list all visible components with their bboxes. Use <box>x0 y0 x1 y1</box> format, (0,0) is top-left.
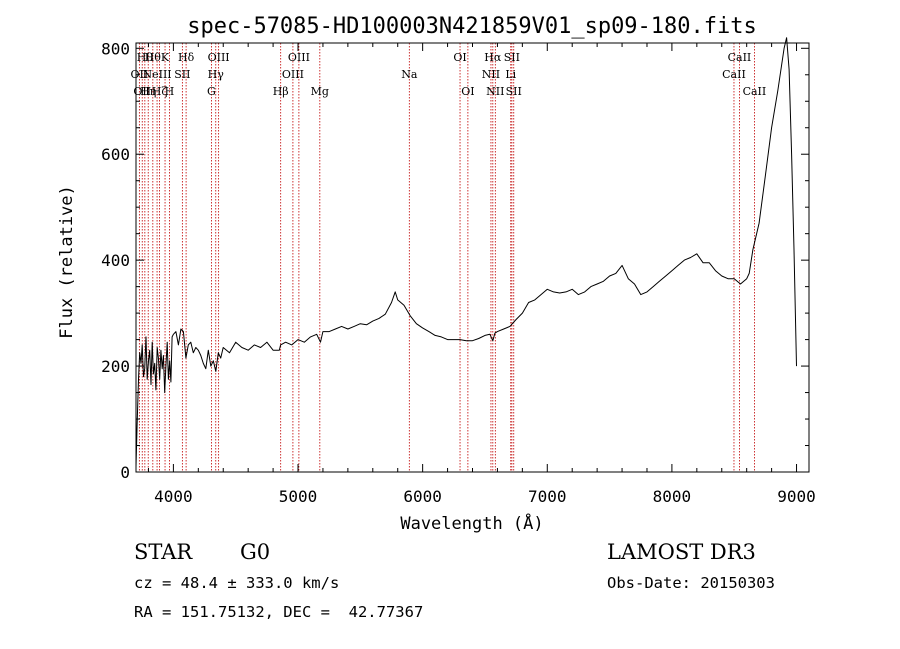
line-label-24: Li <box>505 68 516 81</box>
y-tick-label-2: 400 <box>101 251 130 270</box>
x-tick-label-1: 5000 <box>279 487 318 506</box>
x-tick-label-0: 4000 <box>154 487 193 506</box>
y-tick-label-3: 600 <box>101 145 130 164</box>
survey-name: LAMOST DR3 <box>607 540 756 564</box>
line-label-18: Na <box>401 68 418 81</box>
line-label-10: Hδ <box>178 51 195 64</box>
axis-layer: 4000 5000 6000 7000 8000 9000 0 200 400 600 800 <box>101 39 816 506</box>
line-marker-layer <box>138 43 755 472</box>
y-axis-label: Flux (relative) <box>57 185 77 339</box>
line-label-layer: OIIOIIHθHηHθNeIIIHζKHSIIHδGHγOIIIHβOIIIO… <box>131 51 767 98</box>
line-label-23: NII <box>486 85 504 98</box>
line-label-14: Hβ <box>273 85 289 98</box>
obs-date: Obs-Date: 20150303 <box>607 574 775 592</box>
subclass: G0 <box>240 540 271 564</box>
line-label-21: NII <box>482 68 500 81</box>
chart-title: spec-57085-HD100003N421859V01_sp09-180.f… <box>187 14 757 39</box>
x-tick-label-2: 6000 <box>403 487 442 506</box>
line-label-19: OI <box>453 51 466 64</box>
line-label-17: Mg <box>311 85 329 98</box>
line-label-7: K <box>161 51 170 64</box>
x-tick-label-3: 7000 <box>528 487 567 506</box>
redshift-value: cz = 48.4 ± 333.0 km/s <box>134 574 340 592</box>
line-label-29: CaII <box>743 85 767 98</box>
y-tick-label-4: 800 <box>101 39 130 58</box>
line-label-13: OIII <box>208 51 230 64</box>
line-label-28: CaII <box>728 51 752 64</box>
x-axis-label: Wavelength (Å) <box>400 512 543 534</box>
line-label-11: G <box>207 85 216 98</box>
x-tick-label-5: 9000 <box>777 487 816 506</box>
line-label-15: OIII <box>282 68 304 81</box>
spectrum-layer <box>135 37 797 467</box>
y-tick-label-1: 200 <box>101 357 130 376</box>
line-label-6: Hζ <box>152 85 168 98</box>
x-tick-label-4: 8000 <box>653 487 692 506</box>
y-tick-label-0: 0 <box>120 463 130 482</box>
line-label-16: OIII <box>288 51 310 64</box>
object-type: STAR <box>134 540 193 564</box>
line-label-20: OI <box>461 85 474 98</box>
plot-frame <box>135 42 810 473</box>
line-label-1: OII <box>133 85 151 98</box>
line-label-26: SII <box>506 85 522 98</box>
line-label-22: Hα <box>484 51 502 64</box>
line-label-25: SII <box>504 51 520 64</box>
coordinates: RA = 151.75132, DEC = 42.77367 <box>134 603 424 621</box>
line-label-12: Hγ <box>208 68 225 81</box>
line-label-2: Hθ <box>137 51 154 64</box>
spectrum-line <box>135 37 797 467</box>
line-label-4: Hθ <box>145 51 162 64</box>
line-label-27: CaII <box>722 68 746 81</box>
line-label-9: SII <box>174 68 190 81</box>
line-label-8: H <box>165 85 175 98</box>
line-label-3: Hη <box>140 85 156 98</box>
line-label-5: NeIII <box>142 68 171 81</box>
